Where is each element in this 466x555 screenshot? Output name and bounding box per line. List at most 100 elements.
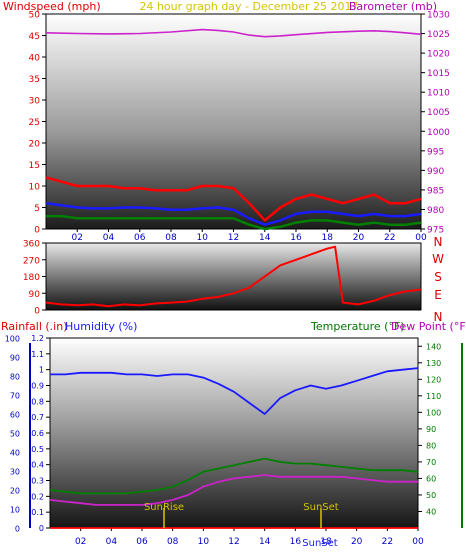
humidity-tick-label: 0.3 (31, 477, 44, 486)
rainfall-tick-label: 90 (10, 354, 20, 363)
time-tick-label: 02 (75, 537, 86, 547)
time-tick-label: 04 (103, 233, 115, 243)
series-dew-point-f-line (49, 474, 418, 506)
humidity-axis: 0 0.1 0.2 0.3 0.4 0.5 0.6 0.7 0.8 0.9 1 1.1 1.2 (31, 334, 50, 533)
temperature-tick-label: 100 (426, 408, 441, 417)
rainfall-tick-label: 30 (10, 468, 20, 477)
direction-series (45, 245, 422, 308)
temperature-tick-label: 130 (426, 359, 441, 368)
humidity-tick-label: 1.1 (31, 350, 44, 359)
windspeed-tick-label: 10 (29, 183, 41, 193)
barometer-tick-label: 1005 (427, 108, 450, 118)
temperature-tick-label: 70 (426, 458, 436, 467)
windspeed-tick-label: 50 (29, 11, 41, 21)
barometer-tick-label: 1030 (427, 11, 450, 21)
windspeed-tick-label: 15 (29, 161, 40, 171)
humidity-tick-label: 0.9 (31, 382, 44, 391)
wind-panel (45, 13, 422, 230)
time-tick-label: 12 (228, 537, 239, 547)
time-axis-top: 02 04 06 08 10 12 14 16 18 20 22 00 (72, 229, 427, 243)
humidity-tick-label: 0.8 (31, 397, 44, 406)
humidity-tick-label: 0.7 (31, 413, 44, 422)
time-tick-label: 22 (384, 233, 395, 243)
barometer-tick-label: 995 (427, 147, 444, 157)
rainfall-axis: 0 10 20 30 40 50 60 70 80 90 100 (5, 335, 31, 534)
rainfall-tick-label: 0 (15, 525, 20, 534)
temperature-tick-label: 120 (426, 375, 441, 384)
humidity-tick-label: 1 (39, 366, 44, 375)
time-tick-label: 20 (351, 537, 363, 547)
compass-label: W (432, 252, 444, 266)
time-tick-label: 18 (320, 537, 332, 547)
humidity-tick-label: 0 (39, 524, 44, 533)
series-humidity-line (50, 367, 419, 415)
temperature-tick-label: 110 (426, 392, 441, 401)
time-tick-label: 22 (382, 537, 393, 547)
rainfall-tick-label: 80 (10, 373, 20, 382)
time-tick-label: 08 (165, 233, 177, 243)
compass-label: S (434, 270, 442, 284)
barometer-tick-label: 990 (427, 167, 444, 177)
series-lull-mph-line (46, 214, 422, 231)
humidity-tick-label: 0.1 (31, 508, 44, 517)
windspeed-tick-label: 5 (34, 204, 40, 214)
barometer-tick-label: 1010 (427, 89, 450, 99)
rainfall-tick-label: 50 (10, 430, 20, 439)
barometer-axis: 975 980 985 990 995 1000 1005 1010 1015 1020 1025 1… (421, 11, 450, 236)
wind-series (45, 28, 422, 231)
direction-tick-label: 180 (23, 273, 40, 283)
direction-degrees-axis: 0 90 180 270 360 (23, 240, 46, 317)
temperature-tick-label: 60 (426, 474, 436, 483)
direction-tick-label: 270 (23, 256, 40, 266)
series-barometer-mb-line (45, 28, 422, 38)
series-average-mph-line (45, 201, 422, 226)
windspeed-tick-label: 40 (29, 54, 41, 64)
time-tick-label: 20 (353, 233, 365, 243)
time-tick-label: 14 (259, 233, 271, 243)
temperature-tick-label: 80 (426, 441, 436, 450)
time-tick-label: 06 (136, 537, 148, 547)
time-tick-label: 06 (134, 233, 146, 243)
time-tick-label: 08 (167, 537, 179, 547)
windspeed-axis: 0 5 10 15 20 25 30 35 40 45 50 (29, 11, 46, 236)
humidity-tick-label: 0.2 (31, 492, 44, 501)
barometer-tick-label: 1020 (427, 50, 450, 60)
humidity-label: Humidity (%) (65, 320, 137, 333)
rainfall-tick-label: 100 (5, 335, 20, 344)
temp-panel (49, 337, 419, 529)
temperature-tick-label: 90 (426, 425, 436, 434)
series-gust-mph-line (45, 176, 422, 222)
windspeed-label: Windspeed (mph) (3, 0, 101, 13)
temperature-tick-label: 40 (426, 507, 436, 516)
direction-tick-label: 90 (29, 290, 41, 300)
time-axis-bottom: 02 04 06 08 10 12 14 16 18 20 22 00 (75, 528, 424, 547)
sunset-axis-label: SunSet (302, 538, 338, 549)
humidity-tick-label: 0.6 (31, 429, 44, 438)
series-temperature-f-line (49, 457, 419, 495)
humidity-tick-label: 0.4 (31, 461, 44, 470)
rainfall-tick-label: 40 (10, 449, 20, 458)
time-tick-label: 18 (322, 233, 334, 243)
time-tick-label: 04 (106, 537, 118, 547)
barometer-tick-label: 1025 (427, 30, 450, 40)
rainfall-label: Rainfall (.in) (1, 320, 68, 333)
temperature-tick-label: 140 (426, 342, 441, 351)
temp-series (49, 367, 419, 529)
barometer-tick-label: 985 (427, 186, 444, 196)
time-tick-label: 16 (290, 233, 302, 243)
humidity-tick-label: 0.5 (31, 445, 44, 454)
windspeed-tick-label: 0 (34, 226, 40, 236)
time-tick-label: 00 (415, 233, 427, 243)
dewpoint-label: Dew Point (°F) (391, 320, 466, 333)
time-tick-label: 00 (412, 537, 424, 547)
direction-tick-label: 360 (23, 240, 40, 250)
barometer-tick-label: 975 (427, 226, 444, 236)
windspeed-tick-label: 20 (29, 140, 41, 150)
compass-label: N (434, 235, 443, 249)
time-tick-label: 12 (228, 233, 239, 243)
humidity-tick-label: 1.2 (31, 334, 44, 343)
rainfall-tick-label: 70 (10, 392, 20, 401)
compass-label: E (434, 288, 442, 302)
